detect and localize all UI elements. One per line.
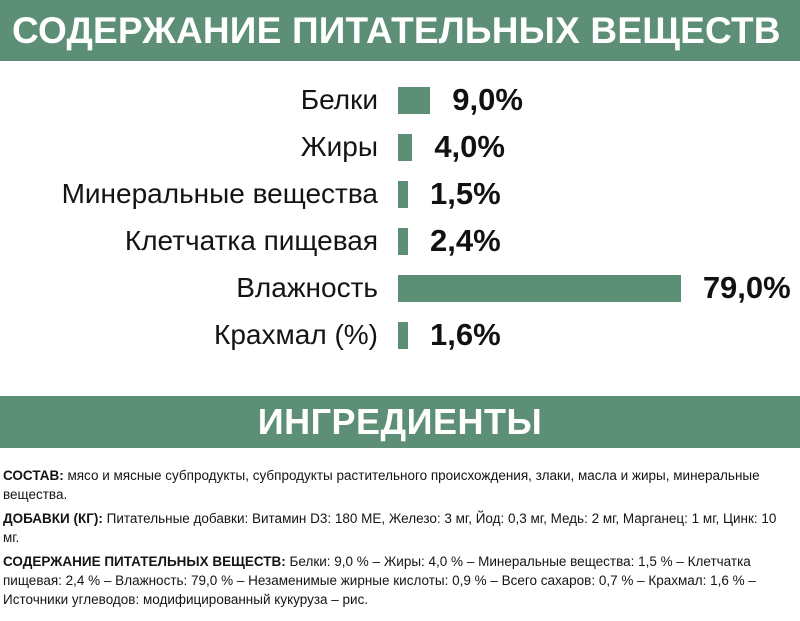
ingredients-details: СОСТАВ: мясо и мясные субпродукты, субпр… xyxy=(3,466,795,614)
value-label: 1,6% xyxy=(430,317,501,352)
chart-row: Крахмал (%) 1,6% xyxy=(0,315,800,355)
chart-row: Жиры 4,0% xyxy=(0,127,800,167)
chart-row: Клетчатка пищевая 2,4% xyxy=(0,221,800,261)
nutrients-header: СОДЕРЖАНИЕ ПИТАТЕЛЬНЫХ ВЕЩЕСТВ xyxy=(12,9,781,51)
value-bar xyxy=(398,228,408,255)
value-bar xyxy=(398,87,431,114)
composition-label: СОСТАВ: xyxy=(3,468,64,483)
ingredients-header: ИНГРЕДИЕНТЫ xyxy=(257,401,543,442)
composition-paragraph: СОСТАВ: мясо и мясные субпродукты, субпр… xyxy=(3,466,795,504)
value-label: 9,0% xyxy=(452,82,523,117)
value-bar xyxy=(398,181,408,208)
value-bar xyxy=(398,322,408,349)
value-label: 79,0% xyxy=(702,270,791,305)
category-label: Жиры xyxy=(300,131,378,162)
value-label: 4,0% xyxy=(434,129,505,164)
category-label: Минеральные вещества xyxy=(61,178,378,209)
value-label: 1,5% xyxy=(430,176,501,211)
value-bar xyxy=(398,275,681,302)
nutrient-content-label: СОДЕРЖАНИЕ ПИТАТЕЛЬНЫХ ВЕЩЕСТВ: xyxy=(3,554,286,569)
category-label: Клетчатка пищевая xyxy=(124,225,378,256)
chart-row: Влажность 79,0% xyxy=(0,268,800,308)
additives-text: Питательные добавки: Витамин D3: 180 МЕ,… xyxy=(3,511,777,545)
category-label: Крахмал (%) xyxy=(214,319,378,350)
value-bar xyxy=(398,134,413,161)
additives-label: ДОБАВКИ (КГ): xyxy=(3,511,103,526)
ingredients-header-banner: ИНГРЕДИЕНТЫ xyxy=(0,396,800,448)
additives-paragraph: ДОБАВКИ (КГ): Питательные добавки: Витам… xyxy=(3,509,795,547)
composition-text: мясо и мясные субпродукты, субпродукты р… xyxy=(3,468,760,502)
nutrient-bar-chart: Белки 9,0% Жиры 4,0% Минеральные вещества 1,5… xyxy=(0,80,800,380)
nutrient-content-text: Белки: 9,0 % – Жиры: 4,0 % – Минеральные… xyxy=(3,554,756,607)
chart-row: Белки 9,0% xyxy=(0,80,800,120)
category-label: Белки xyxy=(300,84,378,115)
category-label: Влажность xyxy=(236,272,378,303)
chart-row: Минеральные вещества 1,5% xyxy=(0,174,800,214)
nutrients-header-banner: СОДЕРЖАНИЕ ПИТАТЕЛЬНЫХ ВЕЩЕСТВ xyxy=(0,0,800,61)
nutrient-content-paragraph: СОДЕРЖАНИЕ ПИТАТЕЛЬНЫХ ВЕЩЕСТВ: Белки: 9… xyxy=(3,552,795,609)
value-label: 2,4% xyxy=(430,223,501,258)
